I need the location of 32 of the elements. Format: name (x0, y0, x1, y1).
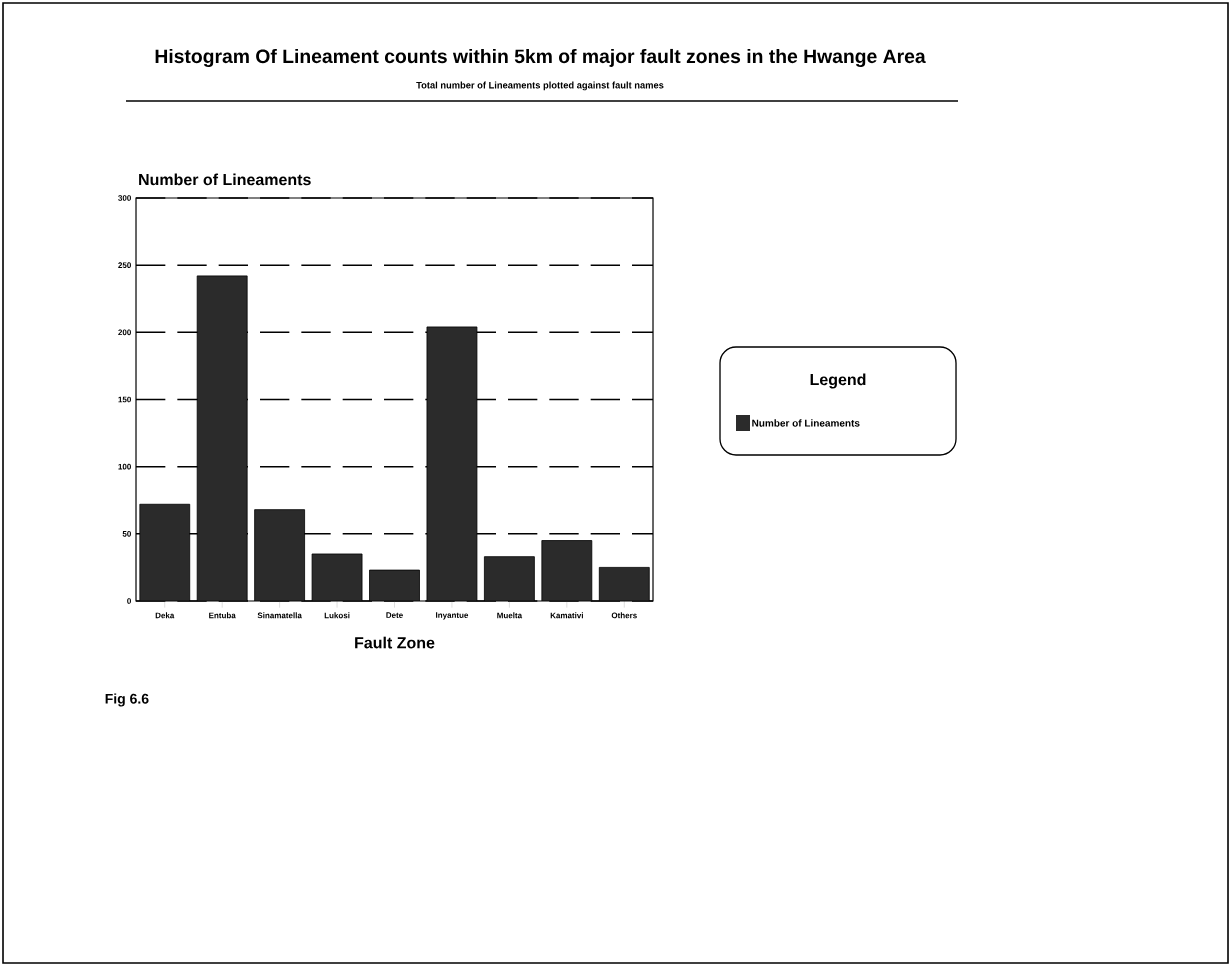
y-tick-label: 300 (118, 195, 131, 201)
bar (312, 553, 363, 601)
y-tick-label: 200 (118, 329, 131, 336)
caption: Fig 6.6 (105, 693, 149, 707)
x-tick-label: Kamativi (550, 612, 583, 619)
bar (197, 275, 248, 601)
x-tick-label: Deka (155, 612, 175, 619)
x-tick-label: Muelta (497, 612, 523, 619)
y-tick-label: 0 (127, 598, 131, 604)
x-tick-label: Dete (386, 612, 403, 618)
y-tick-label: 50 (122, 530, 131, 537)
bar (598, 567, 650, 601)
x-tick-label: Lukosi (324, 612, 350, 619)
y-tick-label: 150 (118, 396, 131, 403)
legend-title: Legend (810, 373, 866, 389)
bar (541, 540, 592, 601)
bar (426, 326, 477, 601)
bar (369, 570, 420, 601)
x-tick-label: Entuba (209, 612, 236, 619)
y-tick-label: 100 (118, 463, 131, 470)
bar (484, 556, 535, 601)
chart-subtitle: Total number of Lineaments plotted against fault names (416, 81, 664, 91)
y-axis-title: Number of Lineaments (139, 173, 311, 186)
bar (254, 509, 305, 601)
x-tick-label: Inyantue (436, 612, 469, 620)
bar (139, 504, 190, 601)
x-tick-label: Sinamatella (257, 612, 302, 619)
legend-label: Number of Lineaments (752, 419, 860, 427)
x-axis-title: Fault Zone (355, 636, 435, 649)
chart-title: Histogram Of Lineament counts within 5km of major fault zones in the Hwange Area (155, 48, 926, 68)
x-tick-label: Others (611, 612, 637, 619)
y-tick-label: 250 (118, 262, 131, 268)
